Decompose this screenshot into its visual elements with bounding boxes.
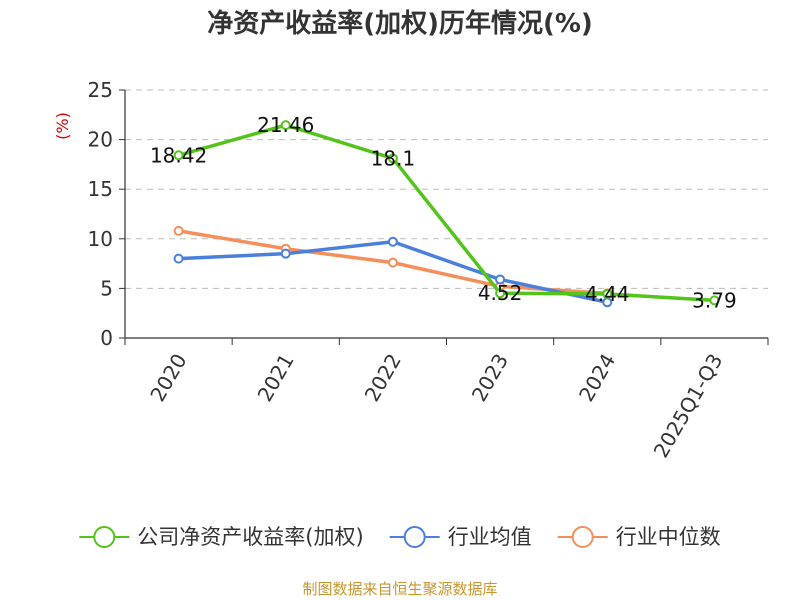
data-label: 18.1 [371,146,416,170]
series-1 [173,236,613,308]
data-point [602,288,613,299]
y-tick-label: 0 [100,326,113,350]
data-point [387,257,398,268]
legend-item[interactable]: 行业中位数 [557,525,721,549]
legend-label: 行业均值 [448,525,532,549]
source-note: 制图数据来自恒生聚源数据库 [302,580,497,598]
x-tick-label: 2024 [574,350,620,406]
legend-circle-icon [571,526,594,548]
x-tick-label: 2025Q1-Q3 [649,350,728,462]
data-label: 21.46 [257,113,314,137]
x-tick-label: 2020 [145,350,191,406]
x-tick-label: 2022 [360,350,406,406]
data-point [387,153,398,164]
grid-lines [125,89,768,289]
legend: 公司净资产收益率(加权) 行业均值 行业中位数 [79,525,721,549]
y-tick-label: 20 [88,128,113,152]
data-label: 4.52 [478,281,523,305]
data-label: 3.79 [692,288,737,312]
data-labels: 18.42 21.46 18.1 4.52 4.44 3.79 [150,113,737,312]
x-tick-label: 2023 [467,350,513,406]
y-tick-label: 10 [88,227,113,251]
legend-label: 公司净资产收益率(加权) [137,525,363,549]
y-tick-label: 25 [88,78,113,102]
data-point [495,274,506,285]
data-point [709,295,720,306]
legend-circle-icon [403,526,426,548]
series-layer [173,120,720,308]
data-label: 4.44 [585,282,630,306]
series-line [178,123,715,303]
legend-circle-icon [93,526,116,548]
data-label: 18.42 [150,143,207,167]
legend-item[interactable]: 公司净资产收益率(加权) [79,525,364,549]
data-point [387,236,398,247]
y-axis-label: (%) [53,112,72,140]
data-point [280,120,291,131]
legend-item[interactable]: 行业均值 [389,525,532,549]
chart-title: 净资产收益率(加权)历年情况(%) [207,8,593,39]
data-point [173,253,184,264]
data-point [495,288,506,299]
y-tick-label: 15 [88,177,113,201]
series-0 [173,120,720,306]
data-point [280,248,291,259]
legend-label: 行业中位数 [616,525,721,549]
x-tick-label: 2021 [253,350,299,406]
data-point [173,150,184,161]
data-point [173,225,184,236]
y-tick-label: 5 [100,276,113,300]
